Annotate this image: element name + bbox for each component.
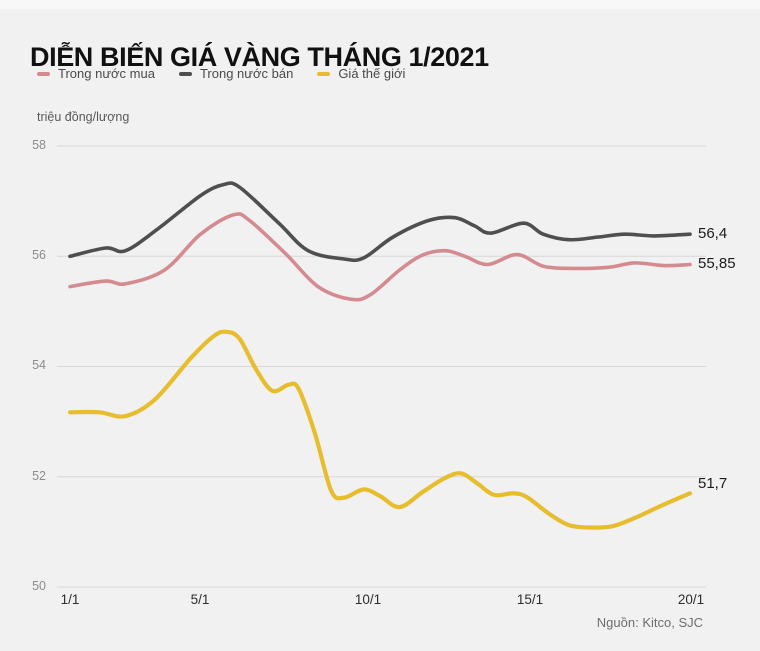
legend-label: Trong nước bán [199, 66, 294, 81]
y-tick-54: 54 [32, 358, 46, 372]
source-credit: Nguồn: Kitco, SJC [596, 615, 703, 630]
y-tick-52: 52 [32, 469, 46, 483]
legend: Trong nước mua Trong nước bán Giá thế gi… [37, 66, 405, 81]
series-line-trong-nuoc-ban [68, 181, 692, 263]
series-line-trong-nuoc-mua [68, 212, 692, 302]
y-axis-unit-label: triệu đồng/lượng [37, 110, 130, 124]
x-tick-5-1: 5/1 [190, 592, 210, 607]
end-label-trong-nuoc-ban: 56,4 [698, 225, 728, 242]
chart-title: DIỄN BIẾN GIÁ VÀNG THÁNG 1/2021 [30, 42, 489, 73]
legend-label: Giá thế giới [338, 66, 406, 81]
legend-item-gia-the-gioi: Giá thế giới [317, 66, 405, 81]
gridlines [57, 145, 706, 588]
series-line-gia-the-gioi [67, 329, 693, 530]
x-tick-15-1: 15/1 [516, 592, 544, 607]
x-tick-1-1: 1/1 [60, 592, 80, 607]
y-tick-50: 50 [32, 579, 46, 593]
legend-label: Trong nước mua [58, 66, 155, 81]
legend-item-trong-nuoc-ban: Trong nước bán [178, 66, 294, 81]
end-label-gia-the-gioi: 51,7 [698, 475, 728, 492]
legend-swatch-pink [37, 71, 50, 76]
end-label-trong-nuoc-mua: 55,85 [698, 255, 736, 272]
x-tick-20-1: 20/1 [677, 592, 705, 607]
top-margin-strip [0, 0, 760, 9]
x-tick-10-1: 10/1 [354, 592, 382, 607]
y-tick-58: 58 [32, 138, 46, 152]
legend-item-trong-nuoc-mua: Trong nước mua [37, 66, 155, 81]
legend-swatch-dark [178, 71, 192, 76]
y-tick-56: 56 [32, 248, 46, 262]
legend-swatch-yellow [317, 71, 331, 76]
